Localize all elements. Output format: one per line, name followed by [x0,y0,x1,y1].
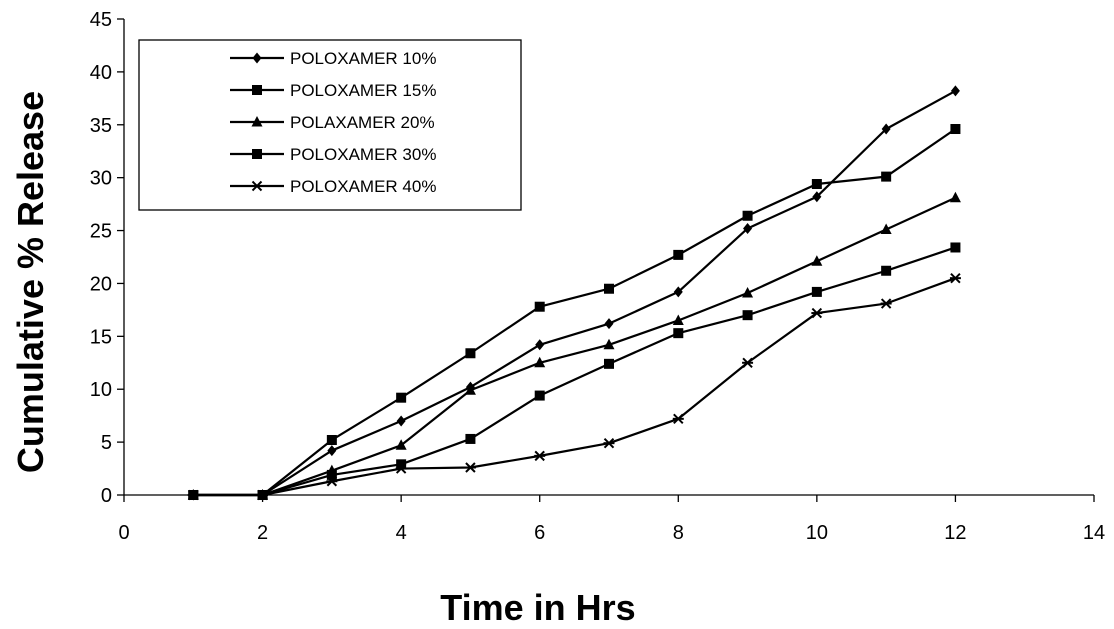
data-point-s1 [881,123,891,135]
y-tick-label: 25 [90,221,112,243]
data-point-s5 [949,272,961,284]
data-point-s3 [742,286,754,298]
data-point-s5 [534,450,546,462]
plot-markers [187,85,961,501]
data-point-s3 [464,384,476,395]
x-tick-label: 4 [396,522,407,544]
legend: POLOXAMER 10% POLOXAMER 15% POLAXAMER 20% P… [138,39,522,211]
data-point-s3 [603,338,615,350]
data-point-s1 [743,222,753,234]
data-point-s5 [811,307,823,319]
data-point-s2 [950,124,961,135]
data-point-s2 [396,392,407,403]
y-tick-label: 35 [90,115,112,137]
data-point-s4 [604,358,614,369]
legend-box [138,39,522,211]
data-point-s5 [326,476,338,487]
data-point-s4 [742,310,753,321]
data-point-s5 [187,489,199,501]
legend-marker-2 [252,85,262,95]
data-point-s4 [673,328,684,339]
x-tick-label: 8 [673,522,684,544]
legend-marker-3 [251,116,263,127]
data-point-s5 [603,437,615,449]
y-axis-title: Cumulative % Release [10,91,51,473]
data-point-s1 [396,415,406,427]
x-tick-label: 14 [1083,522,1105,544]
data-point-s4 [465,433,476,444]
x-tick-label: 2 [257,522,268,544]
y-tick-label: 20 [90,273,112,295]
x-tick-label: 0 [118,522,129,544]
data-point-s2 [881,171,892,182]
data-point-s2 [811,179,822,190]
data-point-s1 [604,318,614,330]
legend-label-5: POLOXAMER 40% [290,177,436,196]
data-point-s4 [811,286,822,297]
data-point-s1 [673,286,683,298]
data-point-s4 [950,242,961,253]
data-point-s5 [880,298,892,309]
legend-label-4: POLOXAMER 30% [290,145,436,164]
data-point-s1 [327,445,337,457]
data-point-s1 [812,191,822,203]
data-point-s5 [672,413,684,425]
y-tick-label: 30 [90,168,112,190]
plot-lines [193,89,957,497]
series-line-4 [193,246,956,497]
data-point-s5 [464,462,476,473]
legend-marker-5 [251,180,263,192]
data-point-s2 [465,348,476,359]
data-point-s5 [742,357,754,368]
data-point-s2 [742,210,753,221]
data-point-s3 [534,356,546,368]
data-point-s2 [534,301,545,312]
data-point-s3 [811,255,823,266]
series-line-5 [193,277,956,497]
axes: 0 5 10 15 20 25 30 35 40 45 0 2 4 6 8 10 12 14 [90,9,1105,544]
x-tick-label: 6 [534,522,545,544]
y-tick-label: 40 [90,62,112,84]
data-point-s3 [395,439,407,450]
data-point-s3 [949,191,961,203]
y-tick-label: 5 [101,432,112,454]
y-tick-label: 15 [90,326,112,348]
data-point-s2 [673,249,684,260]
x-tick-label: 10 [806,522,828,544]
data-point-s3 [880,223,892,234]
x-tick-label: 12 [944,522,966,544]
data-point-s4 [881,265,892,276]
series-line-1 [193,89,956,497]
y-tick-label: 0 [101,485,112,507]
legend-label-3: POLAXAMER 20% [290,113,435,132]
y-tick-label: 10 [90,379,112,401]
x-axis-title: Time in Hrs [440,587,635,628]
legend-marker-1 [252,52,262,64]
data-point-s1 [950,85,960,97]
legend-marker-4 [252,149,262,159]
data-point-s4 [534,390,545,401]
data-point-s5 [257,489,269,501]
data-point-s1 [535,339,545,351]
y-tick-label: 45 [90,9,112,31]
legend-label-2: POLOXAMER 15% [290,81,436,100]
data-point-s2 [604,283,614,294]
data-point-s4 [396,459,407,470]
data-point-s4 [326,469,337,480]
data-point-s5 [395,463,407,474]
series-line-2 [193,128,957,497]
series-line-3 [193,196,956,497]
legend-label-1: POLOXAMER 10% [290,49,436,68]
data-point-s2 [326,434,337,445]
data-point-s3 [672,314,684,325]
